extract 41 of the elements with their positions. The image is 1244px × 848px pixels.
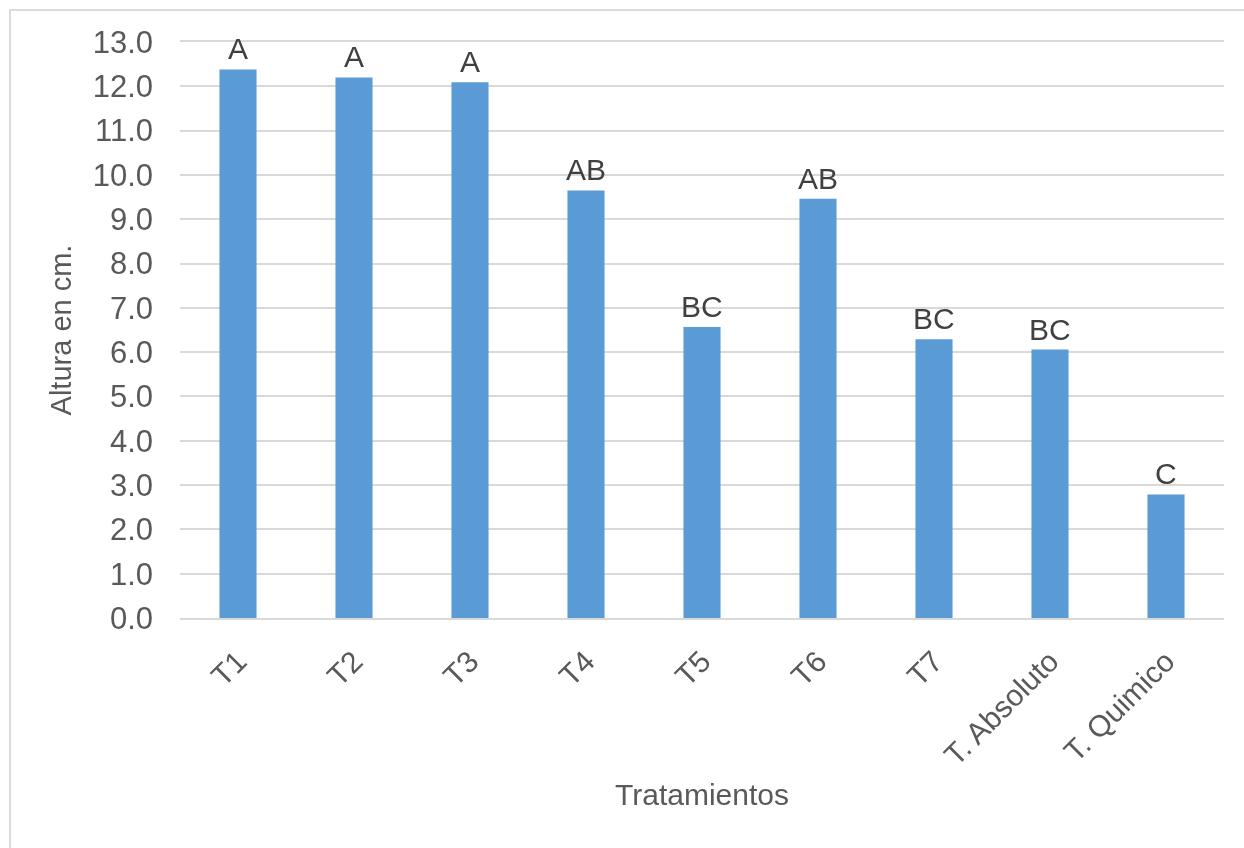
y-tick-label: 1.0: [109, 556, 153, 592]
y-tick-label: 2.0: [109, 512, 153, 548]
x-tick-label: T3: [436, 644, 485, 693]
x-tick-label: T2: [320, 644, 369, 693]
bar: [915, 339, 953, 618]
annotation: BC: [681, 290, 723, 323]
y-tick-label: 4.0: [109, 423, 153, 459]
bar: [219, 69, 257, 618]
annotation: AB: [798, 162, 839, 195]
y-tick-label: 7.0: [109, 290, 153, 326]
x-tick-label: T1: [204, 644, 253, 693]
y-axis-title: Altura en cm.: [45, 244, 78, 416]
bar: [335, 77, 373, 618]
bar: [799, 198, 837, 618]
x-tick-label: T4: [552, 644, 601, 693]
annotation: AB: [566, 153, 607, 186]
y-tick-label: 10.0: [92, 157, 153, 193]
y-tick-label: 5.0: [109, 379, 153, 415]
annotation: A: [228, 32, 249, 65]
y-tick-label: 3.0: [109, 467, 153, 503]
bar: [1147, 494, 1185, 618]
y-tick-label: 0.0: [109, 600, 153, 636]
bar: [567, 190, 605, 618]
x-tick-label: T5: [668, 644, 717, 693]
bar: [1031, 349, 1069, 618]
annotation: A: [344, 40, 365, 73]
annotation: BC: [913, 302, 955, 335]
bar: [451, 82, 489, 618]
annotation: BC: [1029, 313, 1071, 346]
x-axis-title: Tratamientos: [615, 778, 789, 812]
y-tick-label: 12.0: [92, 69, 153, 105]
x-tick-label: T6: [784, 644, 833, 693]
x-tick-label: T7: [900, 644, 949, 693]
y-tick-label: 8.0: [109, 246, 153, 282]
y-tick-label: 6.0: [109, 335, 153, 370]
y-tick-label: 9.0: [109, 202, 153, 238]
bar: [683, 326, 721, 618]
annotation: A: [460, 45, 481, 78]
annotation: C: [1155, 457, 1177, 490]
y-tick-label: 11.0: [94, 113, 153, 149]
y-tick-label: 13.0: [92, 24, 153, 60]
